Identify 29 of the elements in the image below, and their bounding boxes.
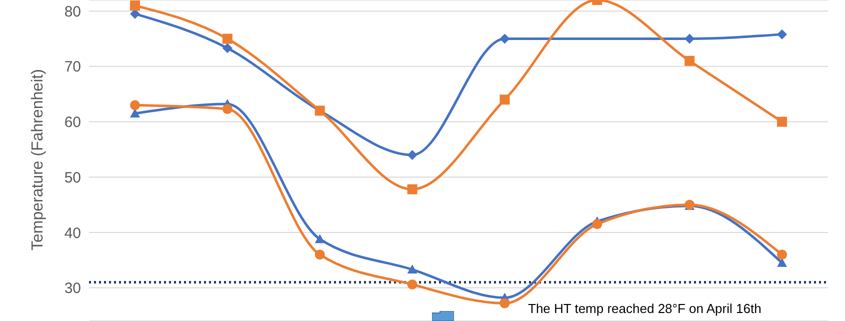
annotation: The HT temp reached 28°F on April 16th [528,301,762,316]
y-tick-label: 70 [64,58,81,76]
point [777,250,787,260]
point [684,34,695,44]
point [777,116,787,127]
y-tick-label: 40 [64,224,81,242]
point [500,298,510,308]
point [314,234,325,244]
y-tick-label: 60 [64,114,81,132]
point [407,279,418,290]
point [407,264,418,274]
point [130,100,140,110]
y-tick-label: 30 [64,280,81,298]
point [130,0,140,11]
point [777,29,787,40]
y-tick-label: 50 [64,169,81,186]
point [777,258,787,267]
point [684,56,695,66]
y-axis-title: Temperature (Fahrenheit) [30,69,47,250]
point [407,184,418,194]
point [314,250,325,260]
point [592,219,602,230]
point [500,94,510,105]
point [222,34,232,44]
y-tick-label: 80 [64,3,81,20]
point [222,43,232,54]
point [500,34,510,44]
point [407,150,418,160]
point [222,104,232,114]
